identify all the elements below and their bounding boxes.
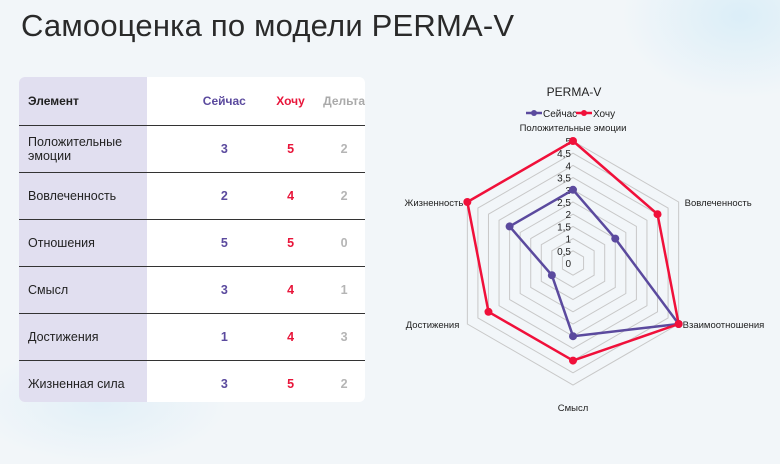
radar-category-labels: Положительные эмоции Вовлеченность Взаимоо… bbox=[405, 123, 765, 414]
data-point bbox=[505, 222, 514, 231]
data-point bbox=[569, 185, 577, 194]
cell-want: 5 bbox=[287, 142, 295, 156]
category-label: Достижения bbox=[406, 320, 460, 331]
radar-tick-labels: 00,511,522,533,544,55 bbox=[557, 137, 571, 270]
tick-label: 2 bbox=[565, 210, 571, 221]
cell-delta: 2 bbox=[340, 377, 348, 391]
cell-element: Смысл bbox=[28, 283, 69, 297]
radar-series bbox=[463, 137, 683, 365]
cell-now: 3 bbox=[220, 377, 228, 391]
legend-item-want: Хочу bbox=[576, 109, 615, 120]
data-point bbox=[569, 137, 577, 145]
background-decoration bbox=[620, 0, 780, 100]
cell-want: 5 bbox=[287, 236, 295, 250]
category-label: Жизненность bbox=[405, 198, 464, 209]
header-delta: Дельта bbox=[323, 94, 365, 108]
category-label: Вовлеченность bbox=[685, 198, 752, 209]
cell-want: 5 bbox=[287, 377, 295, 391]
header-now: Сейчас bbox=[202, 94, 246, 108]
tick-label: 0 bbox=[565, 259, 571, 270]
cell-delta: 2 bbox=[340, 142, 348, 156]
data-point bbox=[547, 271, 556, 280]
cell-delta: 3 bbox=[340, 330, 348, 344]
table-row: Смысл 3 4 1 bbox=[19, 267, 365, 314]
tick-label: 0,5 bbox=[557, 247, 571, 258]
grid-ring bbox=[498, 177, 648, 349]
data-point bbox=[653, 210, 662, 219]
category-label: Взаимоотношения bbox=[683, 320, 765, 331]
tick-label: 4 bbox=[565, 161, 571, 172]
legend-item-now: Сейчас bbox=[526, 109, 577, 120]
table-header-row: Элемент Сейчас Хочу Дельта bbox=[19, 77, 365, 126]
cell-delta: 0 bbox=[340, 236, 348, 250]
radar-grid bbox=[466, 140, 680, 386]
cell-now: 3 bbox=[220, 142, 228, 156]
data-point bbox=[569, 356, 577, 365]
tick-label: 2,5 bbox=[557, 198, 571, 209]
cell-now: 1 bbox=[220, 330, 228, 344]
data-point bbox=[484, 307, 493, 316]
header-element: Элемент bbox=[28, 94, 79, 108]
cell-want: 4 bbox=[287, 283, 295, 297]
cell-now: 2 bbox=[220, 189, 228, 203]
grid-ring bbox=[509, 189, 637, 337]
chart-title: PERMA-V bbox=[547, 85, 602, 99]
tick-label: 1 bbox=[565, 235, 571, 246]
cell-delta: 1 bbox=[340, 283, 348, 297]
grid-ring bbox=[519, 201, 627, 325]
data-point bbox=[674, 320, 683, 328]
tick-label: 4,5 bbox=[557, 149, 571, 160]
radar-chart-svg: PERMA-V Сейчас Хочу 00,511,522,533,544,5… bbox=[405, 85, 765, 414]
perma-table: Элемент Сейчас Хочу Дельта Положительные… bbox=[19, 77, 365, 402]
chart-legend: Сейчас Хочу bbox=[526, 109, 615, 120]
cell-element: Положительные эмоции bbox=[28, 135, 123, 163]
cell-element: Отношения bbox=[28, 236, 95, 250]
table-row: Достижения 1 4 3 bbox=[19, 314, 365, 361]
header-want: Хочу bbox=[276, 94, 305, 108]
cell-element: Достижения bbox=[28, 330, 99, 344]
data-point bbox=[569, 332, 577, 341]
page-title: Самооценка по модели PERMA-V bbox=[21, 8, 515, 43]
grid-ring bbox=[561, 250, 585, 276]
table-row: Положительные эмоции 3 5 2 bbox=[19, 126, 365, 173]
data-point bbox=[463, 198, 472, 206]
category-label: Положительные эмоции bbox=[520, 123, 627, 134]
category-label: Смысл bbox=[558, 403, 589, 414]
grid-ring bbox=[477, 152, 669, 374]
grid-ring bbox=[530, 213, 616, 313]
legend-label-now: Сейчас bbox=[543, 109, 577, 120]
table-row: Отношения 5 5 0 bbox=[19, 220, 365, 267]
tick-label: 3,5 bbox=[557, 174, 571, 185]
grid-ring bbox=[540, 225, 606, 301]
first-column-background bbox=[19, 77, 147, 402]
cell-element: Вовлеченность bbox=[28, 189, 117, 203]
cell-want: 4 bbox=[287, 330, 295, 344]
data-point bbox=[611, 234, 620, 243]
cell-want: 4 bbox=[287, 189, 295, 203]
table-row: Жизненная сила 3 5 2 bbox=[19, 361, 365, 403]
tick-label: 1,5 bbox=[557, 222, 571, 233]
radar-chart: PERMA-V Сейчас Хочу 0 0,5 1 1,5 2 2,5 3 3,5 4 4,5… bbox=[390, 80, 780, 424]
cell-now: 5 bbox=[220, 236, 228, 250]
cell-element: Жизненная сила bbox=[28, 377, 125, 391]
perma-table-card: Элемент Сейчас Хочу Дельта Положительные… bbox=[19, 77, 365, 402]
cell-now: 3 bbox=[220, 283, 228, 297]
cell-delta: 2 bbox=[340, 189, 348, 203]
table-row: Вовлеченность 2 4 2 bbox=[19, 173, 365, 220]
legend-label-want: Хочу bbox=[593, 109, 615, 120]
grid-ring bbox=[551, 238, 595, 288]
